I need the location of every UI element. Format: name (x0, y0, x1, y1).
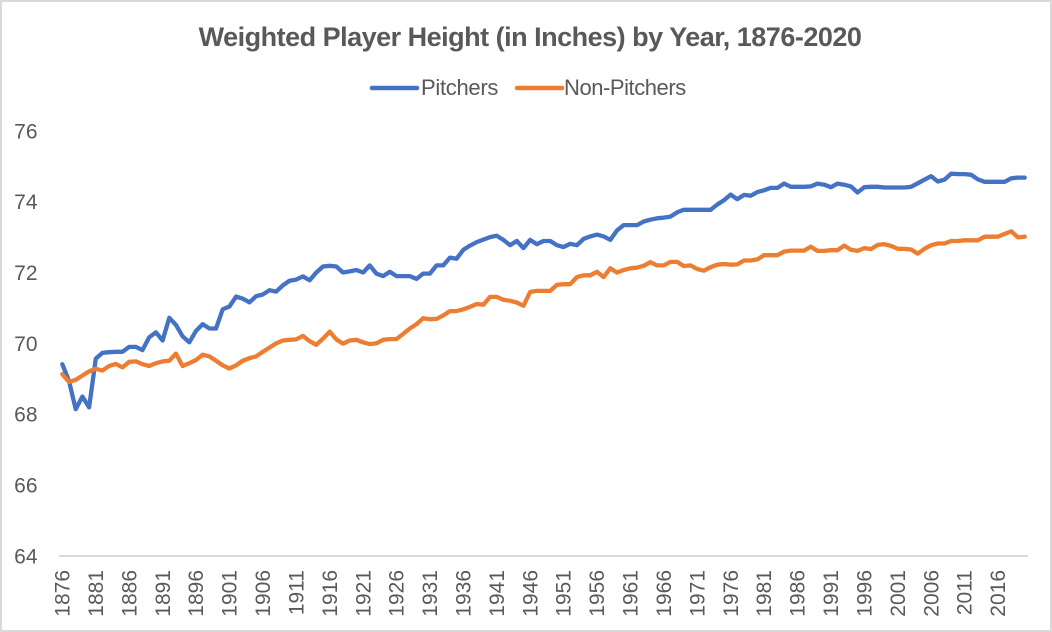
svg-text:74: 74 (14, 191, 38, 214)
svg-text:1981: 1981 (753, 570, 776, 617)
svg-text:1986: 1986 (787, 570, 810, 617)
svg-text:64: 64 (14, 545, 38, 568)
svg-text:1891: 1891 (152, 570, 175, 617)
svg-text:1976: 1976 (720, 570, 743, 617)
svg-text:68: 68 (14, 404, 37, 427)
svg-text:1946: 1946 (519, 570, 542, 617)
svg-text:1906: 1906 (252, 570, 275, 617)
svg-text:1961: 1961 (620, 570, 643, 617)
svg-text:1971: 1971 (686, 570, 709, 617)
svg-text:2006: 2006 (920, 570, 943, 617)
svg-text:1956: 1956 (586, 570, 609, 617)
svg-text:2001: 2001 (887, 570, 910, 617)
svg-text:Non-Pitchers: Non-Pitchers (564, 75, 686, 100)
svg-text:1936: 1936 (453, 570, 476, 617)
svg-text:1996: 1996 (854, 570, 877, 617)
svg-text:1926: 1926 (386, 570, 409, 617)
svg-text:1951: 1951 (553, 570, 576, 617)
svg-text:72: 72 (14, 262, 37, 285)
svg-text:1991: 1991 (820, 570, 843, 617)
svg-text:1886: 1886 (118, 570, 141, 617)
svg-text:1896: 1896 (185, 570, 208, 617)
svg-text:1966: 1966 (653, 570, 676, 617)
svg-text:70: 70 (14, 333, 37, 356)
svg-text:1921: 1921 (352, 570, 375, 617)
svg-text:1941: 1941 (486, 570, 509, 617)
svg-text:2011: 2011 (954, 570, 977, 615)
svg-text:1901: 1901 (219, 570, 242, 617)
svg-text:Pitchers: Pitchers (421, 75, 498, 100)
svg-text:Weighted Player Height (in Inc: Weighted Player Height (in Inches) by Ye… (199, 22, 862, 52)
svg-text:1881: 1881 (85, 570, 108, 617)
svg-text:2016: 2016 (987, 570, 1010, 617)
svg-text:76: 76 (14, 120, 37, 143)
svg-text:1931: 1931 (419, 570, 442, 617)
svg-text:1916: 1916 (319, 570, 342, 617)
svg-text:1911: 1911 (285, 570, 308, 615)
svg-text:66: 66 (14, 475, 37, 498)
svg-text:1876: 1876 (52, 570, 75, 617)
